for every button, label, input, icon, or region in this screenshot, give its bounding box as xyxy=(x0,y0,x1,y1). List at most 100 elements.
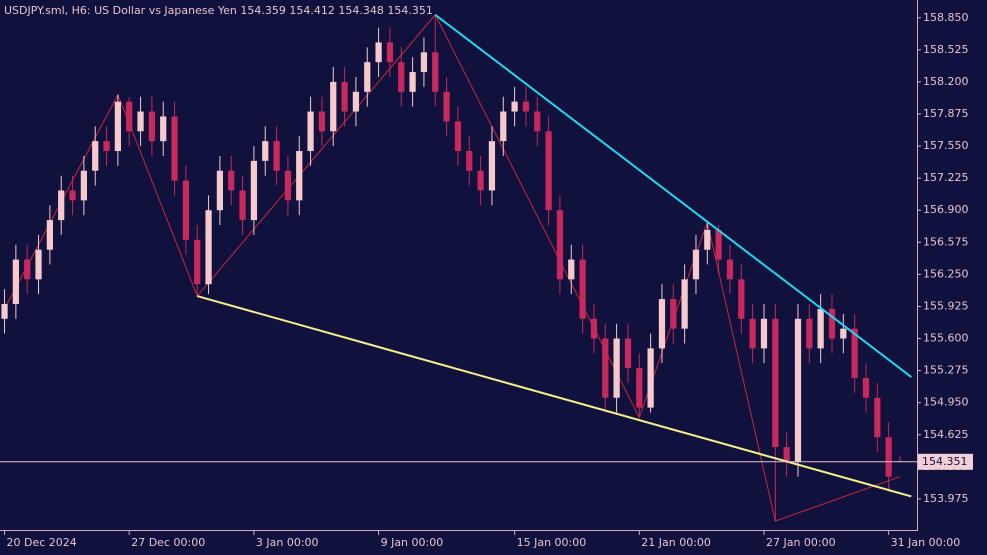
candle-body xyxy=(511,101,518,112)
y-tick-label: 154.950 xyxy=(923,396,969,409)
candle-body xyxy=(148,111,156,142)
x-tick-label: 3 Jan 00:00 xyxy=(256,536,319,549)
x-tick-label: 9 Jan 00:00 xyxy=(381,536,444,549)
candle-body xyxy=(454,121,462,152)
candle-body xyxy=(658,299,666,349)
candle-body xyxy=(262,141,269,161)
candle-body xyxy=(670,299,677,329)
candle-body xyxy=(579,259,586,319)
current-price-label: 154.351 xyxy=(922,455,968,468)
candle-body xyxy=(239,190,246,221)
y-tick-label: 158.850 xyxy=(923,11,969,24)
candle-body xyxy=(375,42,382,63)
candle-body xyxy=(704,229,711,250)
candle-body xyxy=(613,338,620,398)
candle-body xyxy=(545,131,552,211)
candle-body xyxy=(602,338,609,398)
candle-body xyxy=(862,378,870,398)
candle-body xyxy=(556,210,564,280)
candle-body xyxy=(296,151,303,201)
candle-body xyxy=(636,368,643,408)
candle-body xyxy=(500,111,507,142)
candle-body xyxy=(46,220,53,250)
y-tick-label: 156.250 xyxy=(923,267,969,280)
x-tick-label: 20 Dec 2024 xyxy=(7,536,77,549)
candle-body xyxy=(590,318,598,339)
candle-body xyxy=(114,101,122,152)
y-tick-label: 156.900 xyxy=(923,203,969,216)
trend-line xyxy=(196,295,912,498)
candle-body xyxy=(840,328,847,339)
candle-body xyxy=(772,318,779,448)
y-tick-label: 158.525 xyxy=(923,43,969,56)
candle-body xyxy=(137,111,144,132)
candle-body xyxy=(1,303,8,319)
candle-body xyxy=(386,42,394,63)
y-tick-label: 157.550 xyxy=(923,139,969,152)
candle-body xyxy=(885,437,892,477)
candle-body xyxy=(522,101,530,112)
candle-body xyxy=(726,259,734,280)
candle-body xyxy=(273,141,280,171)
candle-body xyxy=(318,111,326,132)
x-tick-label: 27 Dec 00:00 xyxy=(131,536,205,549)
trend-line xyxy=(434,14,912,378)
chart-title: USDJPY.sml, H6: US Dollar vs Japanese Ye… xyxy=(4,4,433,17)
candle-body xyxy=(58,190,65,221)
y-tick-label: 156.575 xyxy=(923,235,969,248)
candle-body xyxy=(828,308,836,339)
y-tick-label: 155.275 xyxy=(923,364,969,377)
candle-body xyxy=(171,116,178,181)
candle-body xyxy=(250,160,258,221)
candle-body xyxy=(398,62,405,92)
candle-body xyxy=(103,141,110,152)
candle-body xyxy=(749,318,756,349)
candle-body xyxy=(160,116,167,142)
x-tick-label: 15 Jan 00:00 xyxy=(517,536,587,549)
candle-body xyxy=(364,62,371,92)
candle-body xyxy=(307,111,314,152)
candle-body xyxy=(216,170,224,211)
candle-body xyxy=(12,259,19,304)
candle-body xyxy=(715,229,722,260)
candle-body xyxy=(443,91,450,122)
x-tick-label: 31 Jan 00:00 xyxy=(891,536,961,549)
candle-body xyxy=(738,279,745,319)
candle-body xyxy=(692,249,700,280)
candle-body xyxy=(432,52,439,92)
candle-body xyxy=(182,180,190,240)
candle-body xyxy=(477,170,484,191)
candle-body xyxy=(568,259,575,280)
candle-body xyxy=(205,210,212,285)
y-tick-label: 155.600 xyxy=(923,332,969,345)
candle-body xyxy=(783,447,790,462)
candle-body xyxy=(420,52,428,73)
candle-body xyxy=(352,91,360,112)
candle-body xyxy=(817,308,824,349)
candle-body xyxy=(488,141,496,191)
y-tick-label: 155.925 xyxy=(923,299,969,312)
candle-body xyxy=(330,81,337,132)
candle-body xyxy=(80,170,87,201)
candle-body xyxy=(92,141,99,171)
candle-body xyxy=(874,397,881,438)
candle-body xyxy=(534,111,541,132)
candle-body xyxy=(126,101,133,132)
candle-body xyxy=(466,151,473,171)
candle-body xyxy=(409,72,416,92)
x-tick-label: 21 Jan 00:00 xyxy=(641,536,711,549)
candle-body xyxy=(35,249,42,280)
candle-body xyxy=(69,190,76,201)
candle-body xyxy=(806,318,813,349)
candle-body xyxy=(794,318,802,462)
candle-body xyxy=(681,279,688,329)
current-price-box xyxy=(918,453,973,470)
y-tick-label: 157.875 xyxy=(923,107,969,120)
candle-body xyxy=(760,318,768,349)
candle-body xyxy=(647,348,654,408)
y-tick-label: 158.200 xyxy=(923,75,969,88)
candle-body xyxy=(341,81,348,112)
